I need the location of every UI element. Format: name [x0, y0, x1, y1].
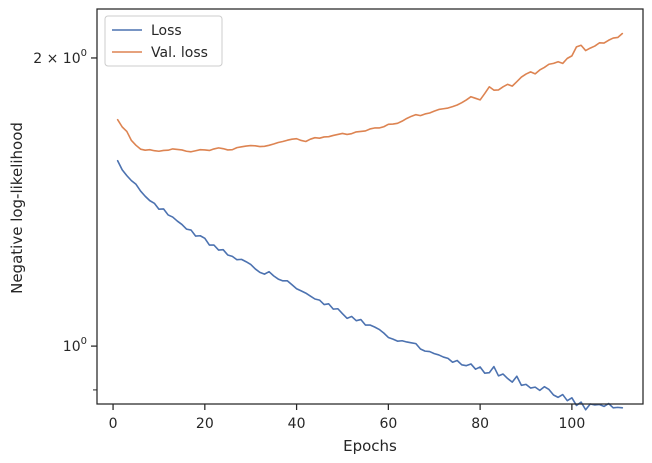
y-axis-label: Negative log-likelihood [8, 122, 26, 294]
y-tick-label-0: 100 [63, 336, 87, 355]
y-axis: 100 2 × 100 [33, 48, 97, 391]
x-tick-label-1: 20 [196, 416, 214, 432]
x-tick-label-2: 40 [288, 416, 306, 432]
x-tick-label-0: 0 [109, 416, 118, 432]
x-tick-label-4: 80 [471, 416, 489, 432]
plot-area [116, 32, 624, 411]
x-axis-label: Epochs [343, 437, 397, 455]
legend: Loss Val. loss [104, 15, 223, 67]
series-line-0 [116, 159, 624, 411]
x-tick-label-3: 60 [379, 416, 397, 432]
legend-label-1: Val. loss [151, 45, 208, 61]
x-axis: 0 20 40 60 80 100 [109, 404, 586, 432]
y-tick-label-1: 2 × 100 [33, 48, 87, 67]
plot-frame [96, 8, 644, 405]
legend-label-0: Loss [151, 23, 182, 39]
series-line-1 [116, 32, 624, 153]
legend-box [104, 15, 223, 67]
x-tick-label-5: 100 [559, 416, 586, 432]
